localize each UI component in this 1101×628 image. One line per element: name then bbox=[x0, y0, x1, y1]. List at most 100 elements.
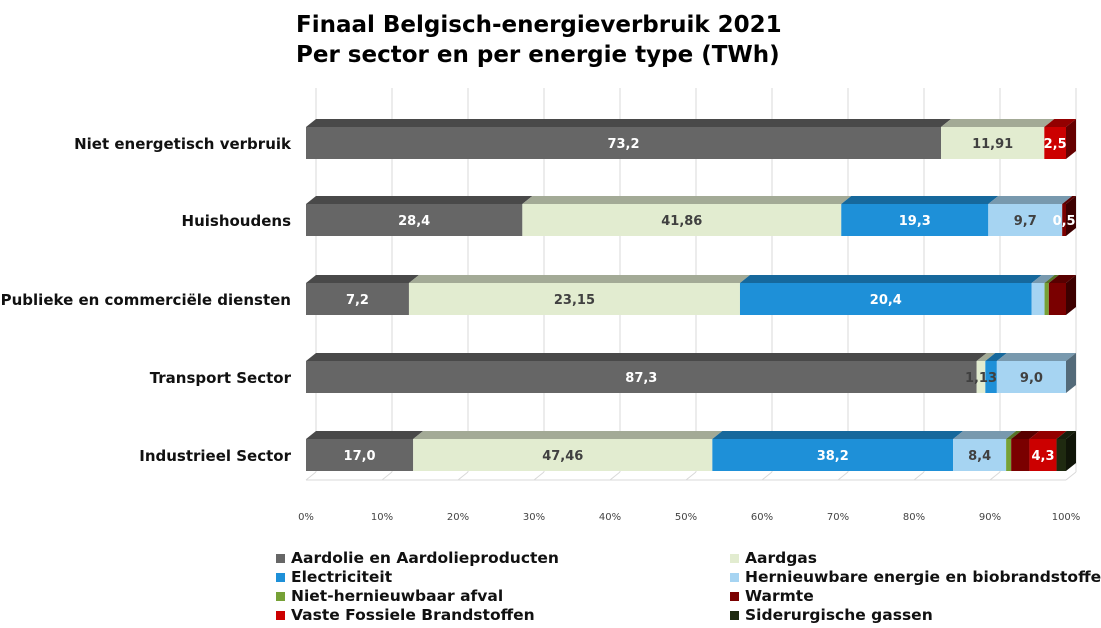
gridline-floor bbox=[913, 471, 925, 481]
category-label: Niet energetisch verbruik bbox=[74, 135, 292, 153]
x-tick-label: 50% bbox=[675, 512, 697, 523]
gridline-floor bbox=[761, 471, 773, 481]
legend-swatch bbox=[276, 572, 285, 582]
gridline-floor bbox=[381, 471, 393, 481]
bar-segment-top bbox=[1044, 119, 1076, 127]
legend-label: Niet-hernieuwbaar afval bbox=[291, 587, 504, 605]
bar-segment-top bbox=[306, 196, 533, 204]
gridline-floor bbox=[837, 471, 849, 481]
bar-segment-top bbox=[413, 431, 723, 439]
bar-segment bbox=[712, 439, 954, 471]
legend-label: Vaste Fossiele Brandstoffen bbox=[291, 606, 535, 624]
legend-label: Electriciteit bbox=[291, 568, 393, 586]
bar-side bbox=[1066, 196, 1076, 236]
bar-segment bbox=[1011, 439, 1030, 471]
gridline-floor bbox=[457, 471, 469, 481]
legend-item: Vaste Fossiele Brandstoffen bbox=[276, 606, 535, 624]
chart-title-line1: Finaal Belgisch-energieverbruik 2021 bbox=[296, 12, 782, 38]
legend-item: Aardgas bbox=[730, 549, 817, 567]
x-tick-label: 30% bbox=[523, 512, 545, 523]
bar-segment bbox=[1056, 439, 1066, 471]
bar-segment-top bbox=[306, 119, 951, 127]
bar-side bbox=[1066, 431, 1076, 471]
category-label: Publieke en commerciële diensten bbox=[1, 291, 291, 309]
legend-item: Hernieuwbare energie en biobrandstoffen bbox=[730, 568, 1101, 586]
legend-label: Aardgas bbox=[745, 549, 817, 567]
bar-segment bbox=[739, 283, 1032, 315]
bar-segment-top bbox=[1062, 196, 1076, 204]
bar-segment bbox=[976, 361, 986, 393]
data-label: 41,86 bbox=[661, 214, 702, 229]
data-label: 87,3 bbox=[625, 371, 657, 386]
data-label: 8,4 bbox=[968, 449, 991, 464]
chart-title: Finaal Belgisch-energieverbruik 2021 Per… bbox=[296, 10, 782, 70]
data-label: 9,0 bbox=[1020, 371, 1043, 386]
chart-title-line2: Per sector en per energie type (TWh) bbox=[296, 42, 780, 68]
x-tick-label: 90% bbox=[979, 512, 1001, 523]
x-tick-label: 40% bbox=[599, 512, 621, 523]
x-tick-label: 20% bbox=[447, 512, 469, 523]
x-tick-label: 0% bbox=[298, 512, 314, 523]
bar-segment-top bbox=[408, 275, 750, 283]
bar-segment-top bbox=[739, 275, 1042, 283]
bar-segment bbox=[988, 204, 1063, 236]
data-label: 11,91 bbox=[972, 137, 1013, 152]
bar-segment-top bbox=[1048, 275, 1076, 283]
legend-label: Warmte bbox=[745, 587, 814, 605]
bar-segment bbox=[306, 127, 941, 159]
legend-item: Electriciteit bbox=[276, 568, 392, 586]
bar-segment bbox=[1062, 204, 1066, 236]
bar-segment-top bbox=[306, 431, 424, 439]
bar-segment bbox=[1044, 283, 1049, 315]
bar-segment-top bbox=[306, 353, 987, 361]
legend-swatch bbox=[730, 610, 739, 620]
legend-swatch bbox=[276, 591, 285, 601]
bar-segment-top bbox=[976, 353, 996, 361]
bar-segment bbox=[306, 283, 409, 315]
bar-segment-top bbox=[985, 353, 1007, 361]
legend-label: Hernieuwbare energie en biobrandstoffen bbox=[745, 568, 1101, 586]
bar-segment-top bbox=[1056, 431, 1076, 439]
bar-segment-top bbox=[996, 353, 1076, 361]
x-tick-label: 70% bbox=[827, 512, 849, 523]
bar-segment bbox=[1029, 439, 1057, 471]
data-label: 17,0 bbox=[344, 449, 376, 464]
bar-segment bbox=[408, 283, 740, 315]
x-tick-label: 10% bbox=[371, 512, 393, 523]
bar-segment-top bbox=[841, 196, 999, 204]
x-tick-label: 80% bbox=[903, 512, 925, 523]
bar-segment-top bbox=[953, 431, 1017, 439]
bar-segment bbox=[306, 439, 414, 471]
legend-swatch bbox=[276, 610, 285, 620]
data-label: 2,5 bbox=[1044, 137, 1067, 152]
legend-item: Warmte bbox=[730, 587, 814, 605]
stacked-bar-chart: 0% 10% 20% 30% 40% 50% 60% 70% 80% 90% 100% 73,2 11,… bbox=[1, 88, 1080, 523]
gridline-floor bbox=[685, 471, 697, 481]
bar-side bbox=[1066, 275, 1076, 315]
bar-side bbox=[1066, 353, 1076, 393]
data-label: 23,15 bbox=[554, 293, 595, 308]
category-label: Industrieel Sector bbox=[139, 447, 291, 465]
data-label: 1,13 bbox=[965, 371, 997, 386]
data-label: 73,2 bbox=[607, 137, 639, 152]
legend-swatch bbox=[276, 553, 285, 563]
legend-label: Siderurgische gassen bbox=[745, 606, 933, 624]
bar-segment-top bbox=[712, 431, 964, 439]
gridline-floor bbox=[305, 471, 317, 481]
bar-segment-top bbox=[306, 275, 419, 283]
legend-item: Aardolie en Aardolieproducten bbox=[276, 549, 559, 567]
bar-segment-top bbox=[1044, 275, 1059, 283]
bar-segment bbox=[841, 204, 989, 236]
legend-swatch bbox=[730, 591, 739, 601]
gridline-floor bbox=[533, 471, 545, 481]
data-label: 38,2 bbox=[817, 449, 849, 464]
bar-segment bbox=[940, 127, 1045, 159]
legend-item: Siderurgische gassen bbox=[730, 606, 933, 624]
data-label: 7,2 bbox=[346, 293, 369, 308]
x-tick-label: 60% bbox=[751, 512, 773, 523]
legend-swatch bbox=[730, 553, 739, 563]
bar-segment bbox=[953, 439, 1007, 471]
data-label: 9,7 bbox=[1014, 214, 1037, 229]
bar-segment-top bbox=[988, 196, 1073, 204]
bar-segment-top bbox=[1006, 431, 1022, 439]
